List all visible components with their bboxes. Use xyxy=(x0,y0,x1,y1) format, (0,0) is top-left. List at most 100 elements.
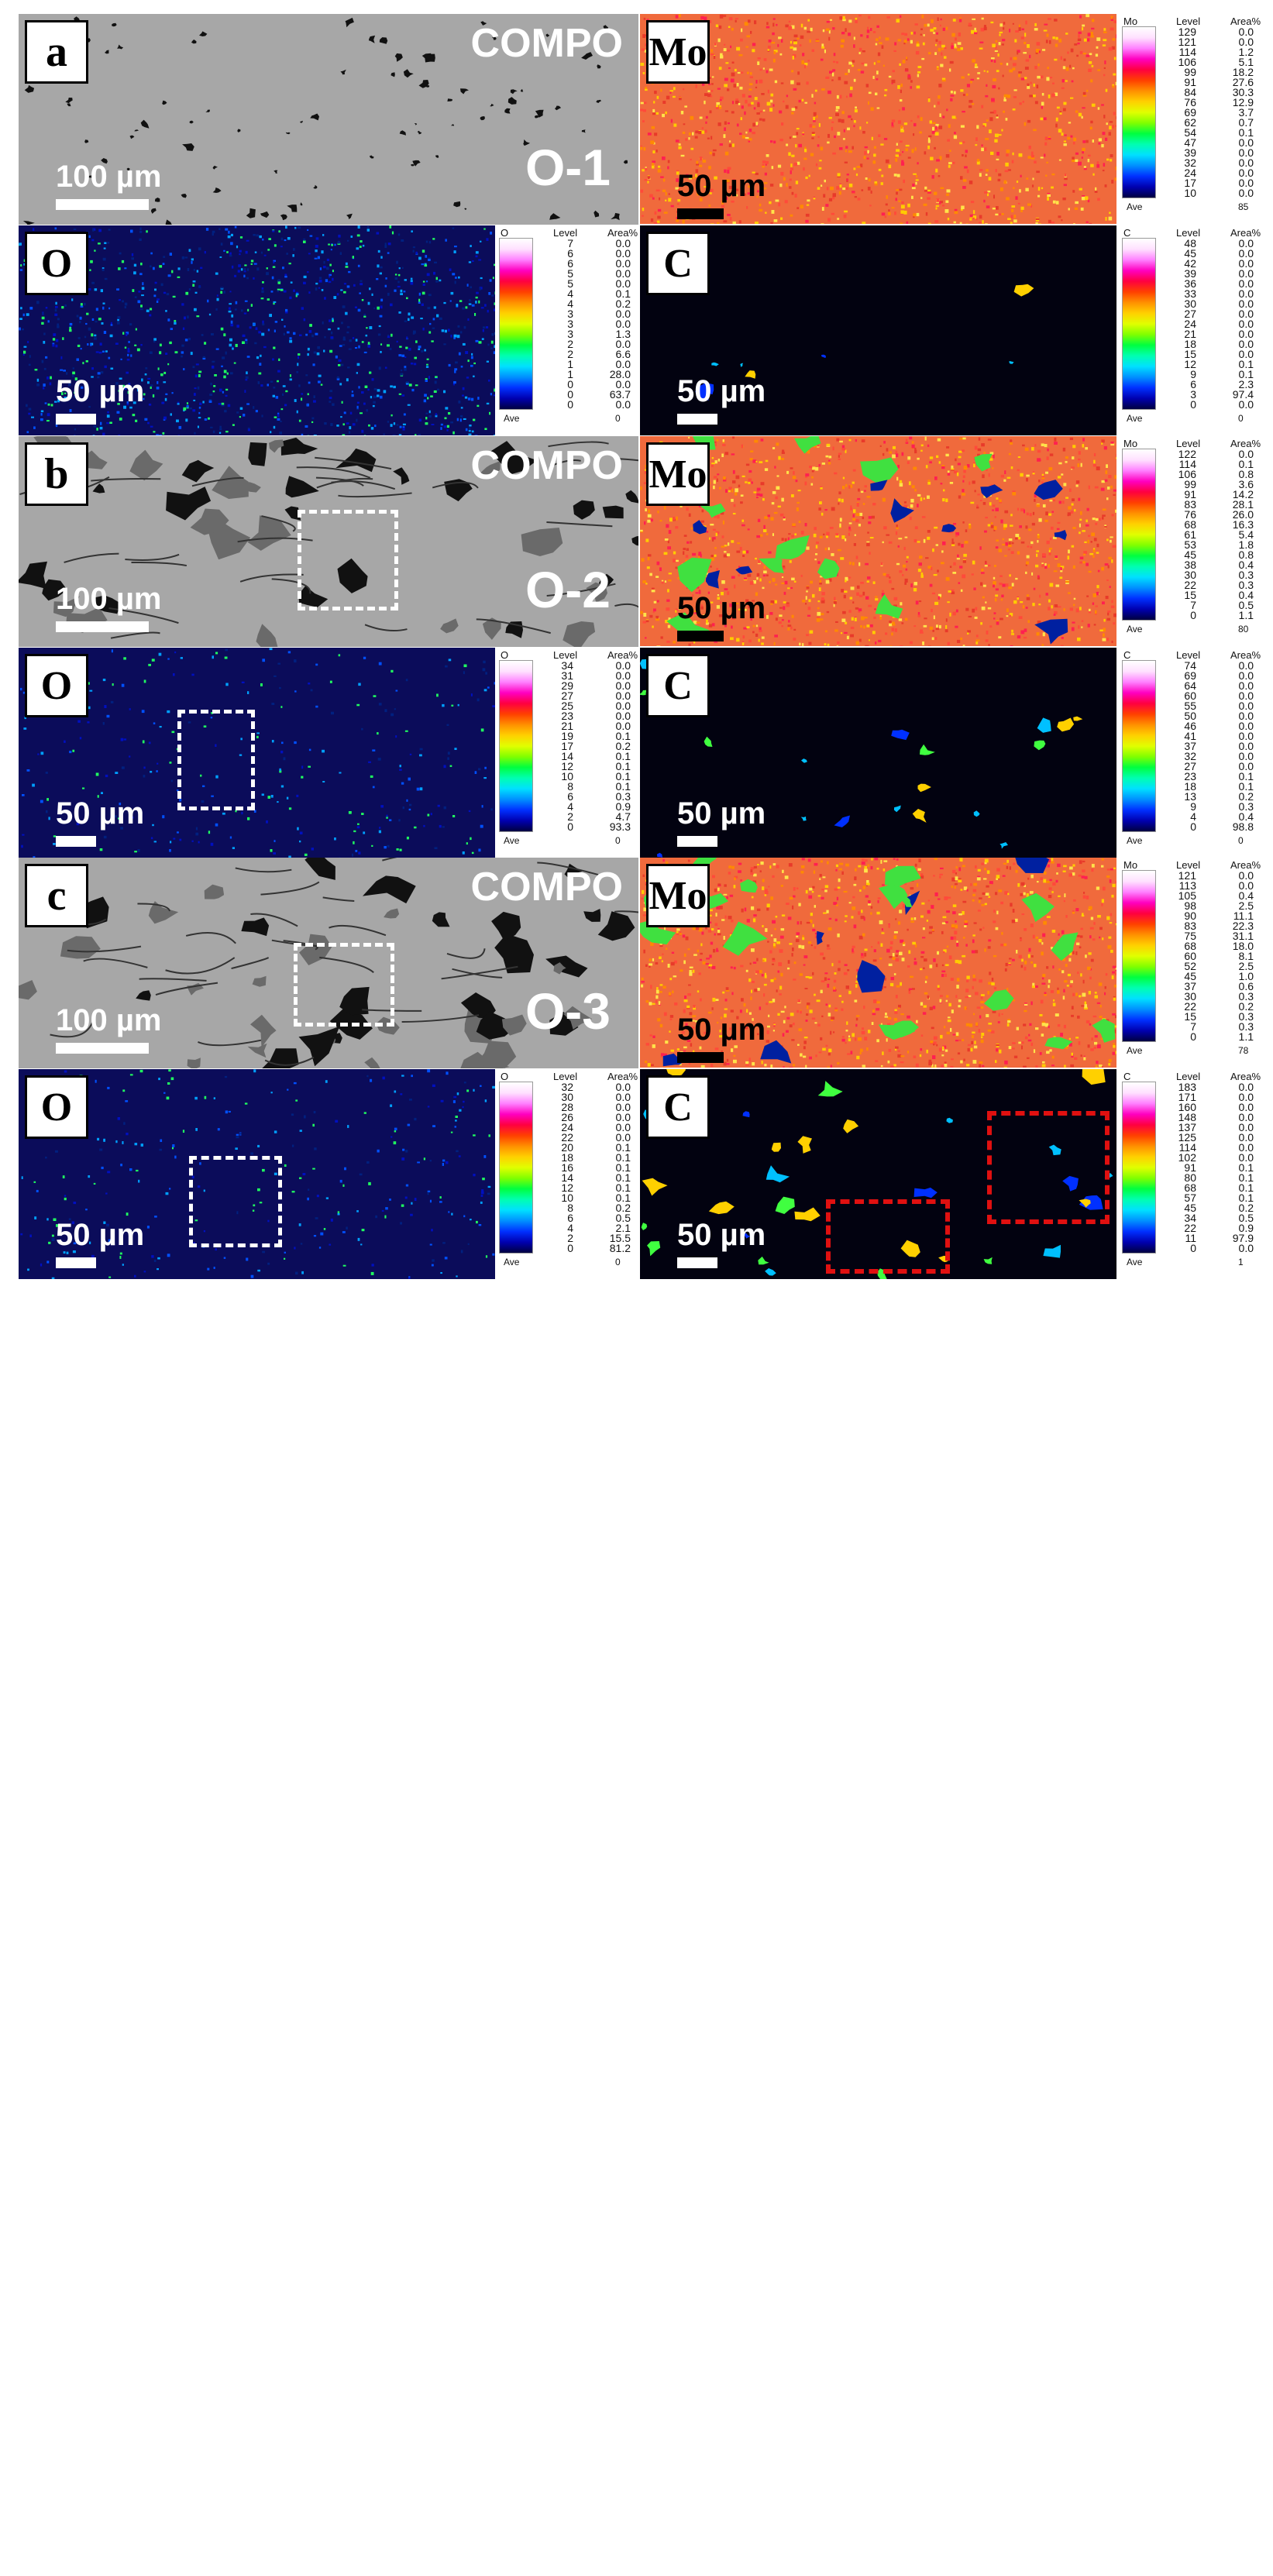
area-value: 16.3 xyxy=(1232,518,1254,531)
level-column: 129 121 114 106 99 91 84 76 69 62 54 47 39 32 24 17 10 xyxy=(1161,25,1196,200)
level-value: 83 xyxy=(1184,497,1196,511)
element-label: Mo xyxy=(646,20,710,84)
area-value: 0.0 xyxy=(1238,318,1254,330)
level-value: 68 xyxy=(1184,1181,1196,1195)
area-value: 0.0 xyxy=(615,659,631,672)
area-value: 0.0 xyxy=(1238,1130,1254,1144)
area-value: 0.0 xyxy=(1238,35,1254,48)
level-value: 0 xyxy=(1190,820,1196,834)
level-value: 12 xyxy=(561,760,573,773)
area-column: 0.0 0.0 0.0 0.0 0.0 0.1 0.2 0.0 0.0 1.3 0.0 6.6 0.0 2… xyxy=(576,237,631,411)
area-value: 0.4 xyxy=(1238,810,1254,824)
legend-header: Level xyxy=(1176,438,1201,449)
level-value: 33 xyxy=(1184,287,1196,300)
region-of-interest-box xyxy=(177,710,255,810)
area-value: 2.5 xyxy=(1238,960,1254,973)
area-value: 12.9 xyxy=(1232,95,1254,108)
area-value: 6.6 xyxy=(615,348,631,361)
legend-header: Level xyxy=(1176,649,1201,661)
element-label: C xyxy=(646,232,710,295)
level-value: 6 xyxy=(567,246,573,260)
area-value: 0.1 xyxy=(1238,770,1254,783)
level-value: 114 xyxy=(1178,1140,1196,1154)
color-scale-bar xyxy=(1122,26,1156,198)
level-value: 3 xyxy=(1190,388,1196,401)
area-value: 14.2 xyxy=(1232,487,1254,500)
sample-id: O-1 xyxy=(525,139,611,196)
level-value: 27 xyxy=(1184,760,1196,773)
level-value: 37 xyxy=(1184,740,1196,752)
legend-ave-label: Ave xyxy=(1127,201,1143,212)
area-value: 1.0 xyxy=(1238,970,1254,983)
level-value: 129 xyxy=(1178,25,1196,38)
level-value: 2 xyxy=(567,810,573,824)
level-value: 75 xyxy=(1184,929,1196,942)
area-value: 0.3 xyxy=(1238,569,1254,582)
level-column: 34 31 29 27 25 23 21 19 17 14 12 10 8 6 4 2 0 xyxy=(538,659,573,834)
level-value: 52 xyxy=(1184,960,1196,973)
level-value: 0 xyxy=(1190,398,1196,411)
level-value: 106 xyxy=(1178,55,1196,68)
level-value: 19 xyxy=(561,729,573,742)
level-value: 26 xyxy=(561,1110,573,1123)
level-value: 4 xyxy=(567,800,573,813)
area-value: 0.0 xyxy=(1238,146,1254,160)
legend-header: Area% xyxy=(1230,649,1261,661)
element-label: O xyxy=(25,1075,88,1139)
color-scale-bar xyxy=(499,660,533,832)
region-of-interest-box xyxy=(298,510,398,610)
area-value: 0.0 xyxy=(1238,297,1254,310)
level-column: 122 114 106 99 91 83 76 68 61 53 45 38 30 22 15 7 0 xyxy=(1161,447,1196,622)
color-scale-bar xyxy=(1122,660,1156,832)
level-value: 99 xyxy=(1184,65,1196,78)
area-value: 0.0 xyxy=(615,1090,631,1103)
area-value: 0.2 xyxy=(615,740,631,752)
c-map: C 50 µm xyxy=(640,648,1116,858)
scale-bar-label: 100 µm xyxy=(56,1003,162,1037)
area-value: 81.2 xyxy=(609,1242,631,1255)
o-map: O 50 µm xyxy=(19,225,495,435)
area-column: 0.0 0.0 0.0 0.0 0.0 0.0 0.1 0.1 0.1 0.1 0.1 0.1 0.2 0… xyxy=(576,1081,631,1255)
legend-header: Area% xyxy=(607,1071,638,1082)
scale-bar-label: 50 µm xyxy=(677,591,766,625)
level-value: 160 xyxy=(1178,1100,1196,1113)
legend-header: Mo xyxy=(1123,859,1138,871)
area-value: 0.1 xyxy=(1238,1171,1254,1185)
area-value: 0.0 xyxy=(1238,447,1254,460)
level-value: 18 xyxy=(561,1150,573,1164)
area-column: 0.0 0.1 0.8 3.6 14.2 28.1 26.0 16.3 5.4 1.8 0.8 0.4… xyxy=(1199,447,1254,622)
carbide-region-box xyxy=(826,1199,950,1274)
level-value: 22 xyxy=(1184,1222,1196,1235)
level-value: 27 xyxy=(1184,307,1196,320)
level-value: 42 xyxy=(1184,256,1196,270)
area-column: 0.0 0.0 0.4 2.5 11.1 22.3 31.1 18.0 8.1 2.5 1.0 0.6… xyxy=(1199,869,1254,1044)
element-label: Mo xyxy=(646,442,710,506)
legend-ave-value: 1 xyxy=(1238,1257,1244,1267)
level-value: 5 xyxy=(567,277,573,290)
area-value: 97.4 xyxy=(1232,388,1254,401)
o-map: O 50 µm xyxy=(19,1069,495,1279)
level-value: 13 xyxy=(1184,790,1196,803)
area-value: 28.0 xyxy=(609,368,631,381)
level-value: 4 xyxy=(567,1222,573,1235)
level-value: 34 xyxy=(561,659,573,672)
level-value: 22 xyxy=(1184,1000,1196,1013)
legend-header: Area% xyxy=(1230,438,1261,449)
level-value: 113 xyxy=(1178,879,1196,892)
area-column: 0.0 0.0 1.2 5.1 18.2 27.6 30.3 12.9 3.7 0.7 0.1 0.0… xyxy=(1199,26,1254,200)
area-value: 0.1 xyxy=(1238,358,1254,371)
scale-bar-label: 50 µm xyxy=(677,1218,766,1252)
scale-bar: 50 µm xyxy=(677,796,766,847)
scale-bar-line xyxy=(677,414,717,425)
area-value: 1.1 xyxy=(1238,609,1254,622)
area-value: 0.1 xyxy=(615,1171,631,1185)
area-value: 0.8 xyxy=(1238,549,1254,562)
area-value: 0.1 xyxy=(615,1140,631,1154)
level-value: 122 xyxy=(1178,447,1196,460)
compo-label: COMPO xyxy=(470,865,623,910)
area-value: 0.0 xyxy=(615,679,631,692)
area-value: 0.0 xyxy=(1238,659,1254,672)
area-value: 0.3 xyxy=(1238,800,1254,813)
compo-label: COMPO xyxy=(470,443,623,488)
area-value: 0.0 xyxy=(615,378,631,391)
